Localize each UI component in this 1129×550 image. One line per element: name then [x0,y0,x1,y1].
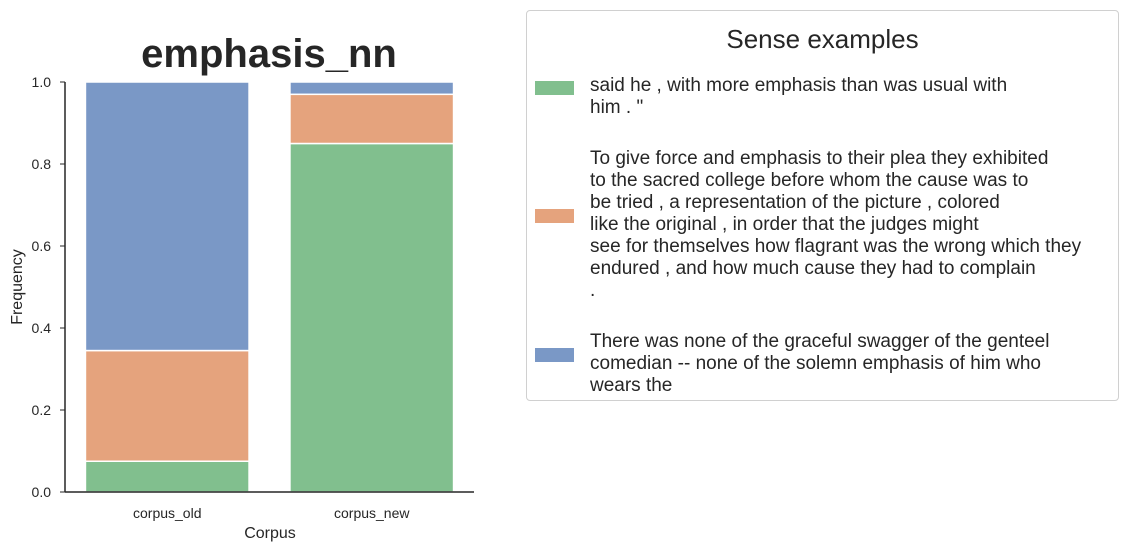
x-axis-label: Corpus [244,525,296,542]
legend-swatch [535,209,574,223]
y-tick-label: 0.6 [32,238,52,254]
bar-segment-corpus_new-0 [289,142,455,493]
bar-segment-corpus_new-1 [289,93,455,145]
y-tick-label: 0.0 [32,484,52,500]
y-axis-label: Frequency [9,249,26,325]
x-tick-label: corpus_old [133,505,202,521]
x-tick-label: corpus_new [334,505,410,521]
legend-label: There was none of the graceful swagger o… [590,331,1050,396]
bar-segment-corpus_new-2 [289,81,455,96]
legend-label: To give force and emphasis to their plea… [590,148,1082,301]
legend-title: Sense examples [726,24,919,54]
bar-segment-corpus_old-1 [84,349,250,462]
chart-title: emphasis_nn [141,32,397,76]
bar-segment-corpus_old-0 [84,460,250,493]
legend-swatch [535,348,574,362]
stacked-bar-chart: emphasis_nn 0.0 0.2 0.4 0.6 0.8 1.0 corpus_ol… [9,32,474,542]
y-tick-label: 0.2 [32,402,52,418]
legend-label: said he , with more emphasis than was us… [590,75,1008,118]
bar-segment-corpus_old-2 [84,81,250,352]
legend: Sense examples said he , with more empha… [526,10,1119,401]
y-tick-label: 0.8 [32,156,52,172]
legend-swatch [535,81,574,95]
y-tick-label: 1.0 [32,74,52,90]
y-tick-label: 0.4 [32,320,52,336]
